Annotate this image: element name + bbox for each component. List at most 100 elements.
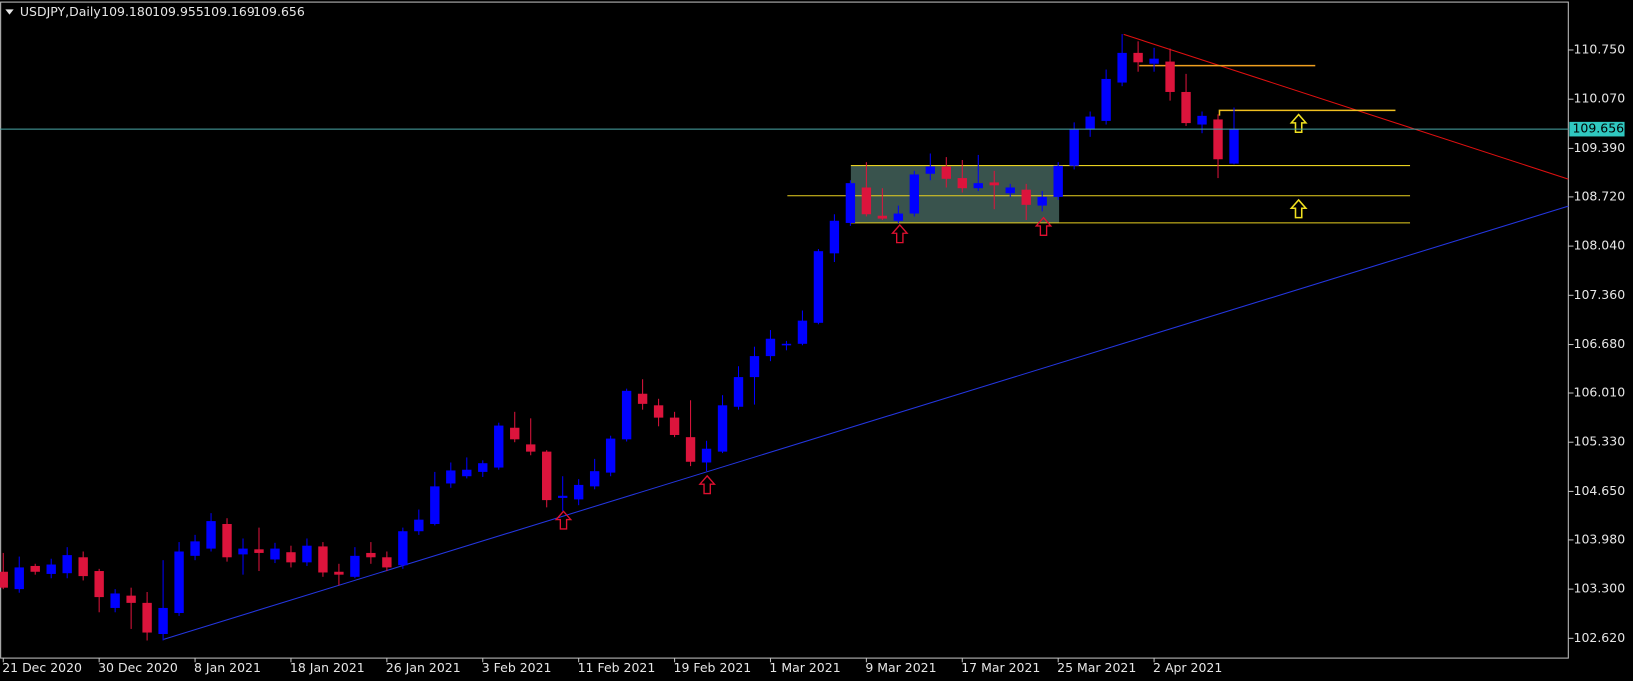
- candle-body: [334, 571, 344, 575]
- arrow: [1289, 198, 1308, 219]
- candle-body: [813, 251, 824, 323]
- candle-body: [845, 183, 856, 223]
- menu-triangle[interactable]: [5, 9, 14, 15]
- candle-body: [957, 178, 967, 189]
- candle-body: [14, 567, 24, 590]
- arrow: [1289, 113, 1308, 134]
- candle-body: [30, 565, 40, 572]
- x-tick-label: 30 Dec 2020: [98, 660, 178, 675]
- candle-body: [286, 552, 296, 563]
- arrow: [1034, 216, 1053, 237]
- candle-body: [1037, 196, 1047, 206]
- candle-body: [1181, 91, 1191, 124]
- arrow: [891, 223, 909, 244]
- candle-body: [621, 390, 632, 440]
- candle-body: [733, 377, 744, 407]
- candle-body: [222, 523, 232, 558]
- y-tick-label: 106.680: [1574, 336, 1626, 351]
- candle-body: [1069, 129, 1079, 166]
- candle-body: [1101, 78, 1111, 121]
- candle-body: [1021, 189, 1031, 205]
- candle-body: [877, 215, 888, 219]
- candle-body: [909, 174, 920, 214]
- candle-body: [302, 545, 312, 563]
- x-tick-label: 8 Jan 2021: [194, 660, 261, 675]
- candle-body: [973, 183, 983, 189]
- candle-body: [829, 220, 840, 254]
- candle-body: [478, 463, 488, 472]
- candle-body: [174, 551, 184, 614]
- candle-body: [1085, 116, 1095, 130]
- candle-body: [398, 531, 408, 566]
- candle-body: [382, 557, 392, 568]
- x-tick-label: 9 Mar 2021: [865, 660, 936, 675]
- x-tick-label: 21 Dec 2020: [2, 660, 82, 675]
- candle-body: [861, 187, 872, 215]
- x-tick-label: 2 Apr 2021: [1153, 660, 1222, 675]
- level-line: [1218, 109, 1396, 116]
- candle-body: [366, 552, 376, 558]
- candle-body: [318, 546, 328, 573]
- candle-body: [589, 471, 600, 487]
- candle-body: [158, 607, 168, 634]
- candle-body: [430, 486, 440, 524]
- candle-body: [893, 213, 904, 221]
- candle-body: [510, 427, 520, 440]
- x-tick-label: 25 Mar 2021: [1057, 660, 1136, 675]
- price-label: 109.656: [1572, 121, 1624, 136]
- candle-body: [781, 343, 792, 346]
- candle-body: [717, 405, 728, 452]
- candle-body: [462, 469, 472, 477]
- y-tick-label: 104.650: [1574, 483, 1626, 498]
- candle-body: [0, 571, 8, 588]
- header-close: 109.656: [253, 4, 305, 19]
- y-tick-label: 107.360: [1574, 287, 1626, 302]
- header-high: 109.955: [152, 4, 204, 19]
- candle-body: [526, 444, 536, 452]
- candle-body: [1213, 119, 1223, 160]
- candle-body: [989, 182, 999, 186]
- y-tick-label: 103.300: [1574, 581, 1626, 596]
- candle-body: [1197, 115, 1207, 125]
- price-label-box: [1569, 121, 1625, 137]
- arrow: [554, 510, 573, 530]
- x-tick-label: 17 Mar 2021: [961, 660, 1040, 675]
- candle-body: [126, 595, 136, 603]
- candle-body: [190, 541, 200, 556]
- x-tick-label: 26 Jan 2021: [386, 660, 461, 675]
- symbol-title: USDJPY,Daily: [20, 4, 101, 19]
- candle-body: [925, 166, 935, 174]
- x-tick-label: 3 Feb 2021: [482, 660, 552, 675]
- candle-body: [749, 356, 760, 378]
- x-tick-label: 19 Feb 2021: [674, 660, 752, 675]
- y-tick-label: 102.620: [1574, 630, 1626, 645]
- candle-body: [1229, 129, 1239, 164]
- candle-body: [1165, 61, 1175, 92]
- candle-body: [414, 519, 424, 532]
- candle-body: [1133, 52, 1143, 63]
- header-low: 109.169: [203, 4, 255, 19]
- candle-body: [110, 593, 120, 608]
- candle-body: [1053, 165, 1063, 197]
- candle-body: [446, 470, 456, 484]
- candle-body: [558, 495, 568, 498]
- candle-body: [669, 417, 680, 435]
- candle-body: [653, 405, 664, 418]
- y-tick-label: 106.010: [1574, 385, 1626, 400]
- arrow: [698, 474, 716, 495]
- candle-body: [1149, 58, 1159, 64]
- candle-body: [206, 521, 216, 549]
- resistance-trendline: [1123, 33, 1569, 180]
- candle-body: [765, 338, 776, 357]
- candle-body: [573, 484, 584, 500]
- candle-body: [142, 602, 152, 633]
- candle-body: [941, 166, 951, 179]
- header-open: 109.180: [101, 4, 153, 19]
- plot-frame: [0, 1, 1569, 659]
- y-tick-label: 108.040: [1574, 238, 1626, 253]
- candle-body: [62, 555, 72, 574]
- candle-body: [637, 393, 648, 404]
